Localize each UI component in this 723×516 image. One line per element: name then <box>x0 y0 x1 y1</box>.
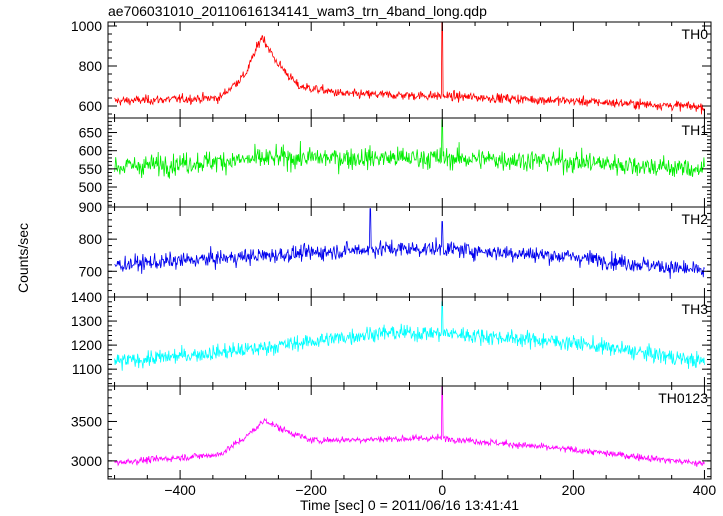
panel-label: TH3 <box>682 301 709 317</box>
x-tick-label: 0 <box>438 482 446 498</box>
x-tick-label: 400 <box>693 482 717 498</box>
y-tick-label: 900 <box>79 199 103 215</box>
x-tick-label: 200 <box>562 482 586 498</box>
y-tick-label: 1300 <box>71 313 102 329</box>
x-axis-label: Time [sec] 0 = 2011/06/16 13:41:41 <box>299 497 520 513</box>
y-tick-label: 800 <box>79 231 103 247</box>
x-tick-label: −400 <box>164 482 196 498</box>
panel-label: TH0123 <box>658 390 708 406</box>
x-tick-label: −200 <box>295 482 327 498</box>
series-line-th0123 <box>114 386 705 467</box>
y-tick-label: 650 <box>79 125 103 141</box>
y-tick-label: 800 <box>79 58 103 74</box>
panel-frame-th0 <box>107 21 712 119</box>
y-tick-label: 3000 <box>71 453 102 469</box>
y-tick-label: 600 <box>79 98 103 114</box>
y-tick-label: 1000 <box>71 18 102 34</box>
y-tick-label: 500 <box>79 179 103 195</box>
y-tick-label: 1200 <box>71 337 102 353</box>
panel-frame-th3 <box>107 296 712 387</box>
series-line-th3 <box>114 301 705 371</box>
y-tick-label: 700 <box>79 263 103 279</box>
y-tick-label: 600 <box>79 143 103 159</box>
series-line-th1 <box>114 119 705 179</box>
chart-title: ae706031010_20110616134141_wam3_trn_4ban… <box>108 3 487 19</box>
series-line-th0 <box>114 22 705 115</box>
y-tick-label: 3500 <box>71 413 102 429</box>
y-tick-label: 1100 <box>72 361 102 377</box>
y-tick-label: 550 <box>79 161 103 177</box>
panel-label: TH1 <box>682 122 709 138</box>
series-line-th2 <box>114 208 705 279</box>
y-tick-label: 1400 <box>71 289 102 305</box>
panel-frame-th0123 <box>107 385 712 480</box>
panel-label: TH0 <box>682 26 709 42</box>
panel-label: TH2 <box>682 211 709 227</box>
